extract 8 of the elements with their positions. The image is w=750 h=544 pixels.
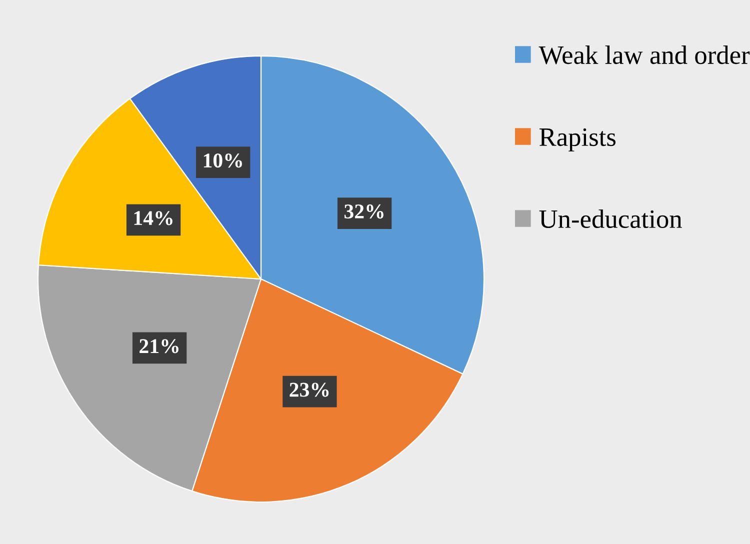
legend-label: Un-education	[539, 209, 682, 228]
data-label: 10%	[204, 154, 242, 168]
legend-label: Rapists	[540, 128, 616, 152]
data-label: 32%	[344, 204, 384, 219]
data-label: 14%	[134, 211, 172, 226]
data-label: 23%	[290, 382, 329, 397]
legend-label: Weak law and order	[538, 46, 750, 64]
data-label: 21%	[140, 339, 178, 354]
